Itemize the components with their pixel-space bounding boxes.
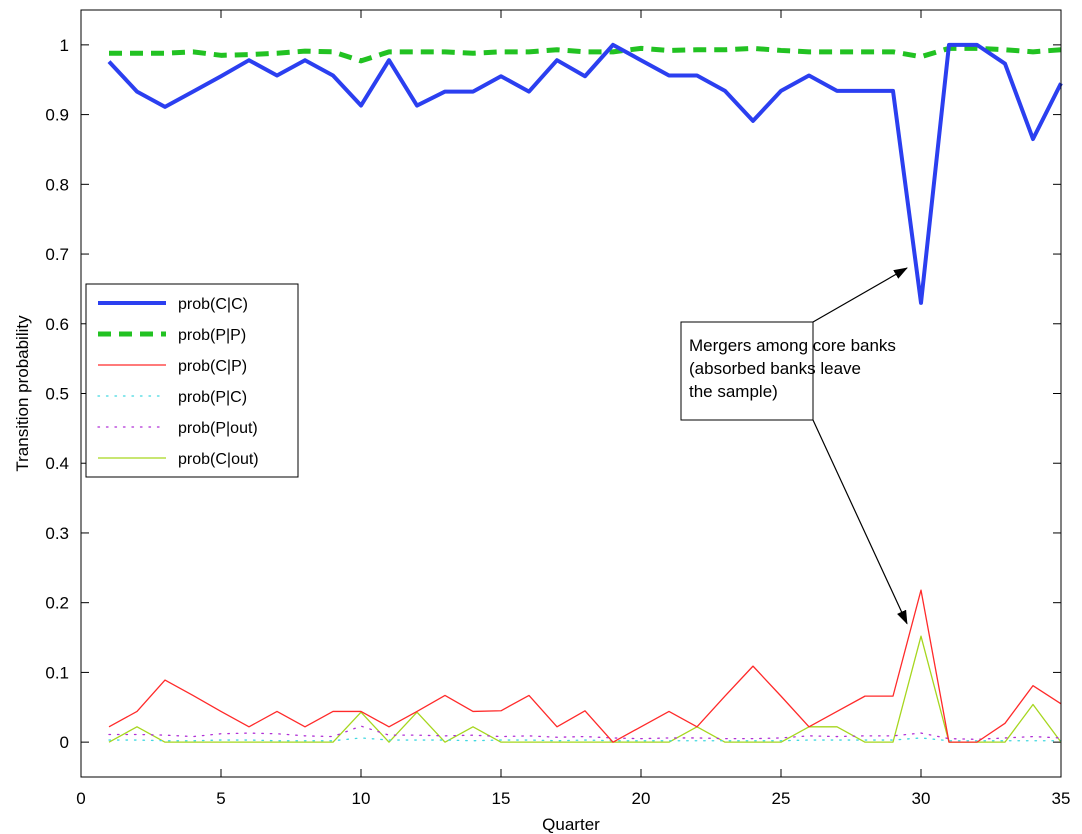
y-axis-title: Transition probability — [13, 315, 32, 472]
series-line-prob-p-c — [108, 737, 1062, 742]
y-tick-label: 0.5 — [45, 385, 69, 404]
x-tick-label: 35 — [1052, 789, 1071, 808]
annotation: Mergers among core banks (absorbed banks … — [680, 267, 908, 625]
x-axis-title: Quarter — [542, 815, 600, 834]
y-tick-label: 0.3 — [45, 524, 69, 543]
annotation-text-line: Mergers among core banks — [689, 336, 896, 355]
y-tick-label: 0.8 — [45, 175, 69, 194]
y-tick-label: 0.1 — [45, 663, 69, 682]
plot-frame — [80, 9, 1062, 778]
annotation-arrow-bottom — [812, 419, 908, 625]
series-line-prob-p-p — [109, 45, 1062, 64]
y-tick-label: 0.4 — [45, 454, 69, 473]
legend-label: prob(C|out) — [178, 451, 259, 468]
annotation-text-line: (absorbed banks leave — [689, 359, 861, 378]
y-tick-label: 1 — [60, 36, 69, 55]
series-line-prob-c-c — [107, 42, 1063, 305]
legend-label: prob(P|P) — [178, 327, 246, 344]
legend-label: prob(C|P) — [178, 358, 247, 375]
x-tick-label: 20 — [632, 789, 651, 808]
y-tick-label: 0.2 — [45, 594, 69, 613]
y-tick-label: 0.9 — [45, 106, 69, 125]
legend-label: prob(C|C) — [178, 296, 248, 313]
x-tick-label: 25 — [772, 789, 791, 808]
x-tick-label: 0 — [76, 789, 85, 808]
annotation-arrow-top — [812, 267, 908, 323]
axes: 0 5 10 15 20 25 30 35 0 0.1 0.2 0.3 0.4 0.5 0.6 0.7 0.8 0… — [13, 10, 1070, 834]
legend-label: prob(P|out) — [178, 420, 258, 437]
y-tick-label: 0.6 — [45, 315, 69, 334]
legend-box — [85, 283, 299, 478]
annotation-text-line: the sample) — [689, 382, 778, 401]
legend: prob(C|C) prob(P|P) prob(C|P) prob(P|C) prob… — [85, 283, 299, 478]
x-tick-label: 30 — [912, 789, 931, 808]
legend-label: prob(P|C) — [178, 389, 247, 406]
x-tick-label: 10 — [352, 789, 371, 808]
y-tick-label: 0 — [60, 733, 69, 752]
x-tick-label: 5 — [216, 789, 225, 808]
series-lines — [107, 42, 1063, 743]
x-tick-label: 15 — [492, 789, 511, 808]
series-line-prob-c-out — [108, 635, 1062, 743]
y-tick-label: 0.7 — [45, 245, 69, 264]
annotation-box — [680, 321, 814, 421]
series-line-prob-c-p — [108, 589, 1062, 743]
